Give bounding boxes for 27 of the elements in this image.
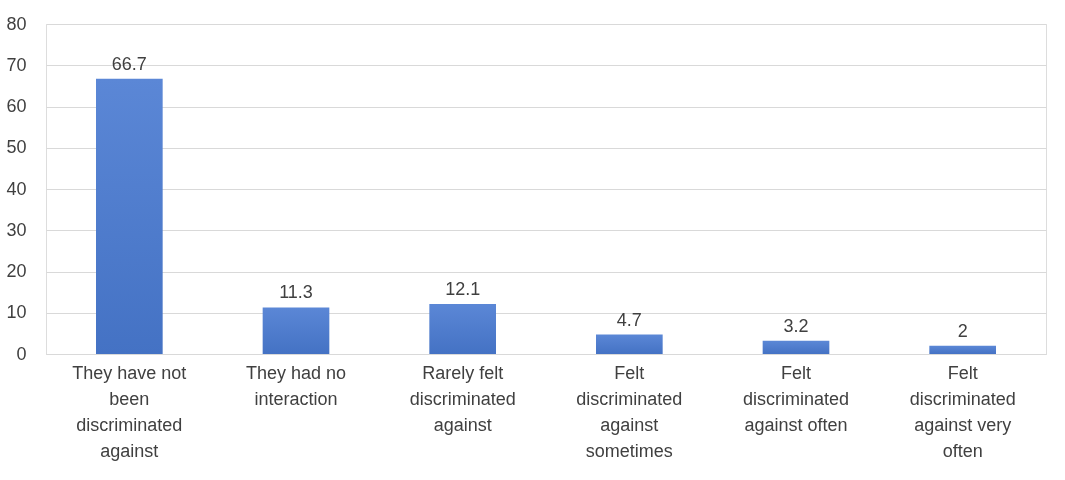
bar <box>96 78 163 354</box>
data-label: 12.1 <box>445 279 481 300</box>
data-label: 3.2 <box>783 315 809 336</box>
y-tick-label: 30 <box>6 219 27 240</box>
bar <box>596 334 663 354</box>
x-tick-label: They have not been discriminated against <box>72 362 187 461</box>
data-label: 66.7 <box>111 53 147 74</box>
data-label: 2 <box>957 320 968 341</box>
y-tick-label: 20 <box>6 261 27 281</box>
y-tick-label: 10 <box>6 302 27 323</box>
bar <box>429 304 496 354</box>
data-label: 11.3 <box>279 282 313 303</box>
x-tick-label: Felt discriminated against often <box>742 362 850 435</box>
y-tick-label: 0 <box>16 343 27 364</box>
x-tick-label: They had no interaction <box>245 362 347 409</box>
data-label: 4.7 <box>616 309 642 330</box>
x-tick-label: Rarely felt discriminated against <box>409 362 516 435</box>
y-tick-label: 40 <box>6 178 27 199</box>
bar <box>929 345 996 354</box>
bar <box>762 340 830 354</box>
y-tick-label: 60 <box>6 96 27 116</box>
y-tick-label: 50 <box>6 137 27 158</box>
bar <box>262 307 330 354</box>
y-tick-label: 70 <box>6 54 27 75</box>
x-tick-label: Felt discriminated against sometimes <box>576 362 683 461</box>
x-tick-label: Felt discriminated against very often <box>909 362 1016 461</box>
y-tick-label: 80 <box>6 13 27 34</box>
